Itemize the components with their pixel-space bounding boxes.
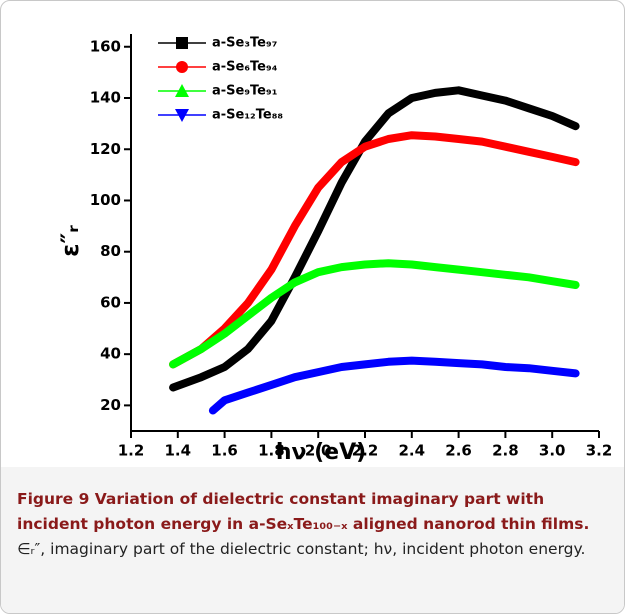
- x-tick-label: 1.4: [165, 442, 192, 460]
- legend-marker: [176, 61, 188, 73]
- y-tick-label: 140: [90, 89, 121, 107]
- x-tick-label: 1.6: [211, 442, 238, 460]
- legend-marker: [176, 37, 188, 49]
- legend-marker: [175, 109, 189, 122]
- y-tick-label: 20: [100, 396, 121, 414]
- legend-label: a-Se₁₂Te₈₈: [212, 108, 283, 123]
- series-line: [169, 131, 580, 369]
- caption-title: Figure 9 Variation of dielectric constan…: [17, 490, 590, 533]
- x-tick-label: 2.8: [492, 442, 519, 460]
- chart: hν (eV) ε″ᵣ 20 40 60 80 100 120 140 160 1.2 1.4 1.…: [56, 34, 613, 465]
- x-tick-label: 3.2: [586, 442, 613, 460]
- y-tick-label: 120: [90, 140, 121, 158]
- x-axis-label: hν (eV): [276, 440, 366, 465]
- series-line: [169, 259, 580, 369]
- series-line: [169, 86, 580, 392]
- series-line: [208, 356, 580, 415]
- y-tick-label: 80: [100, 242, 121, 260]
- x-tick-label: 2.2: [352, 442, 379, 460]
- caption: Figure 9 Variation of dielectric constan…: [1, 467, 624, 613]
- y-tick-label: 40: [100, 345, 121, 363]
- y-axis-label: ε″ᵣ: [56, 225, 84, 257]
- y-tick-label: 100: [90, 191, 121, 209]
- x-tick-label: 2.4: [399, 442, 426, 460]
- legend-label: a-Se₆Te₉₄: [212, 60, 278, 75]
- legend-label: a-Se₃Te₉₇: [212, 36, 277, 51]
- y-tick-label: 60: [100, 293, 121, 311]
- legend-label: a-Se₉Te₉₁: [212, 84, 277, 99]
- x-tick-label: 1.2: [118, 442, 145, 460]
- x-tick-label: 3.0: [539, 442, 566, 460]
- caption-text: ∈ᵣ″, imaginary part of the dielectric co…: [17, 540, 586, 558]
- x-tick-label: 1.8: [258, 442, 285, 460]
- x-tick-label: 2.0: [305, 442, 332, 460]
- y-tick-label: 160: [90, 37, 121, 55]
- legend-marker: [175, 84, 189, 97]
- x-tick-label: 2.6: [445, 442, 472, 460]
